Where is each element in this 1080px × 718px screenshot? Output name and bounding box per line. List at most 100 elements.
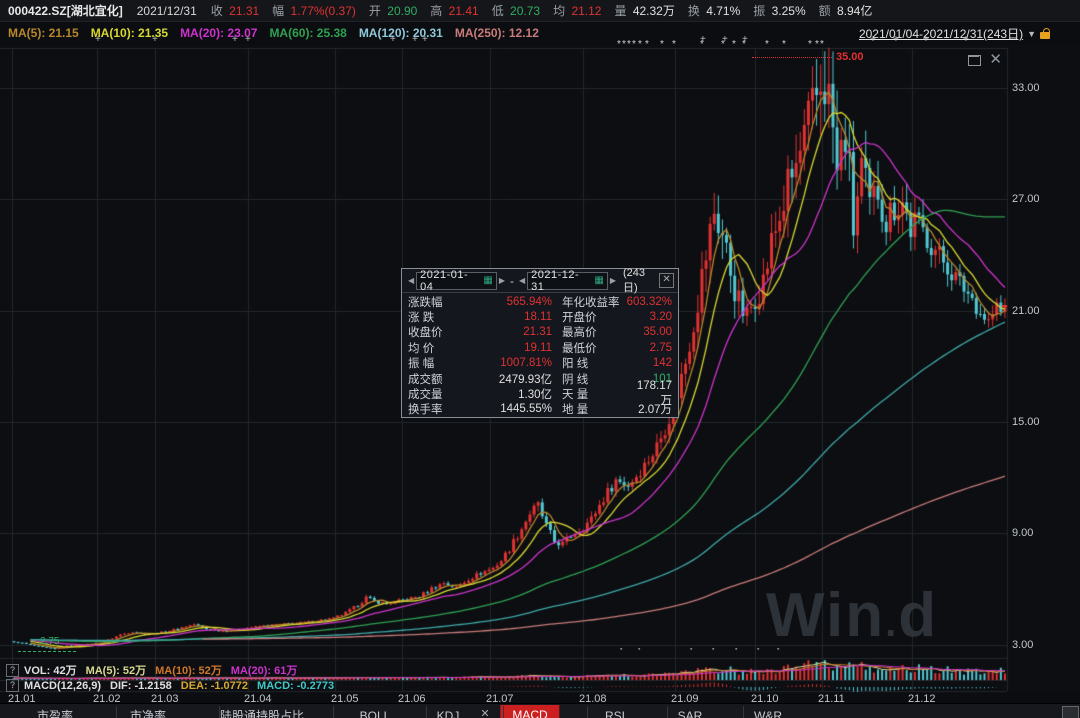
tab-separator [503,706,504,718]
date-from-box[interactable]: 2021-01-04 ▦ [416,268,497,293]
event-marker: + [722,34,728,45]
popup-stat-row: 换手率 1445.55% 地 量 2.07万 [408,403,672,417]
range-stats-popup: ◀ 2021-01-04 ▦ ▶ - ◀ 2021-12-31 ▦ ▶ (243… [401,266,679,418]
range-days: (243日) [623,266,646,294]
low-price-label: 2.75 [40,636,60,647]
event-marker: + [923,34,929,45]
popup-stat-row: 成交量 1.30亿天 量 178.17万 [408,380,672,408]
date-separator: - [510,273,514,288]
calendar-icon[interactable]: ▦ [594,274,604,286]
indicator-value: MA(20): 61万 [230,665,298,677]
event-marker: + [390,34,396,45]
tab-市净率[interactable]: 市净率 [129,709,167,718]
tab-BOLL[interactable]: BOLL [359,709,391,718]
x-axis-label: 21.10 [751,693,779,705]
help-icon[interactable]: ? [6,663,19,677]
tab-separator [115,706,117,718]
tab-MACD[interactable]: MACD [500,705,560,718]
indicator-tabs-bar: 市盈率 市净率 陆股通持股占比 BOLL KDJ MACD RSI SAR W&R ✕ [0,703,1080,718]
event-marker: + [700,34,706,45]
event-marker: + [422,34,428,45]
high-price-label: 35.00 [836,51,864,63]
indicator-value: DIF: -1.2158 [110,679,172,692]
tab-separator [743,706,744,718]
popup-stat-row: 涨 跌 18.11 开盘价 3.20 [408,311,672,325]
event-marker: * [815,39,819,50]
event-marker: * [742,39,746,50]
x-axis-label: 21.04 [244,693,272,705]
event-marker: * [721,39,725,50]
event-marker: + [232,34,238,45]
popup-stat-row: 振 幅 1007.81% 阳 线 142 [408,357,672,371]
close-chart-icon[interactable]: ✕ [989,51,1002,68]
calendar-icon[interactable]: ▦ [483,274,493,286]
tab-SAR[interactable]: SAR [677,709,703,718]
event-marker: + [742,34,748,45]
indicator-value: VOL: 42万 [24,665,77,677]
indicator-value: MA(10): 52万 [155,665,222,677]
popup-header: ◀ 2021-01-04 ▦ ▶ - ◀ 2021-12-31 ▦ ▶ (243… [402,266,678,294]
prev-date-icon[interactable]: ◀ [408,276,415,285]
volume-indicator-row: ? VOL: 42万 MA(5): 52万 MA(10): 52万 MA(20): 6… [6,662,306,678]
y-axis-label: 27.00 [1012,193,1040,205]
high-price-leader-line [752,57,832,58]
wind-watermark: Win.d [766,581,939,650]
indicator-value: MACD: -0.2773 [257,679,335,692]
indicator-value: MA(5): 52万 [85,665,147,677]
event-marker: + [412,34,418,45]
x-axis-label: 21.02 [93,693,121,705]
macd-indicator-row: ? MACD(12,26,9) DIF: -1.2158 DEA: -1.0772 M… [6,679,343,692]
corner-button[interactable] [1062,706,1079,718]
new-window-icon[interactable] [968,54,982,66]
date-to-box[interactable]: 2021-12-31 ▦ [527,268,608,293]
prev-date-icon[interactable]: ◀ [519,276,526,285]
y-axis-label: 3.00 [1012,639,1034,651]
x-axis-label: 21.12 [908,693,936,705]
event-marker: ▪ [757,646,760,653]
event-marker: + [870,34,876,45]
tab-W&R[interactable]: W&R [754,709,782,718]
y-axis-label: 33.00 [1012,82,1040,94]
next-date-icon[interactable]: ▶ [609,276,616,285]
low-price-leader-line [18,651,76,652]
event-marker: ▪ [712,646,715,653]
popup-stat-row: 成交额 2479.93亿阴 线 101 [408,372,672,386]
event-marker: * [632,39,636,50]
tab-separator [666,706,668,718]
event-marker: ▪ [735,646,738,653]
x-axis-label: 21.07 [486,693,514,705]
event-marker: + [245,34,251,45]
indicator-value: DEA: -1.0772 [180,679,249,692]
next-date-icon[interactable]: ▶ [498,276,505,285]
tab-陆股通持股占比[interactable]: 陆股通持股占比 [219,709,305,718]
close-indicator-icon[interactable]: ✕ [480,708,490,718]
y-axis-label: 15.00 [1012,416,1040,428]
y-axis-label: 21.00 [1012,305,1040,317]
tab-RSI[interactable]: RSI [604,709,626,718]
popup-close-icon[interactable]: ✕ [659,273,674,288]
last-price-tick [1002,305,1007,307]
date-from-value[interactable]: 2021-01-04 [420,268,469,293]
event-marker: * [820,39,824,50]
event-marker: + [963,34,969,45]
event-marker: + [152,34,158,45]
help-icon[interactable]: ? [6,679,19,692]
date-to-value[interactable]: 2021-12-31 [531,268,580,293]
chart-corner-controls: ✕ [968,51,1002,68]
popup-stat-row: 涨跌幅 565.94% 年化收益率 603.32% [408,295,672,309]
popup-stat-row: 收盘价 21.31 最高价 35.00 [408,326,672,340]
event-marker: * [645,39,649,50]
event-marker: * [627,39,631,50]
x-axis-label: 21.05 [331,693,359,705]
tab-KDJ[interactable]: KDJ [436,709,460,718]
x-axis-label: 21.03 [151,693,179,705]
tab-市盈率[interactable]: 市盈率 [36,709,74,718]
tab-separator [586,706,588,718]
event-marker: * [700,39,704,50]
x-axis-label: 21.01 [8,693,36,705]
event-marker: ▪ [690,646,693,653]
popup-stats-rows: 涨跌幅 565.94% 年化收益率 603.32% 涨 跌 18.11 开盘价 3.20 收盘价… [402,293,678,418]
event-marker: + [893,34,899,45]
event-marker: * [617,39,621,50]
